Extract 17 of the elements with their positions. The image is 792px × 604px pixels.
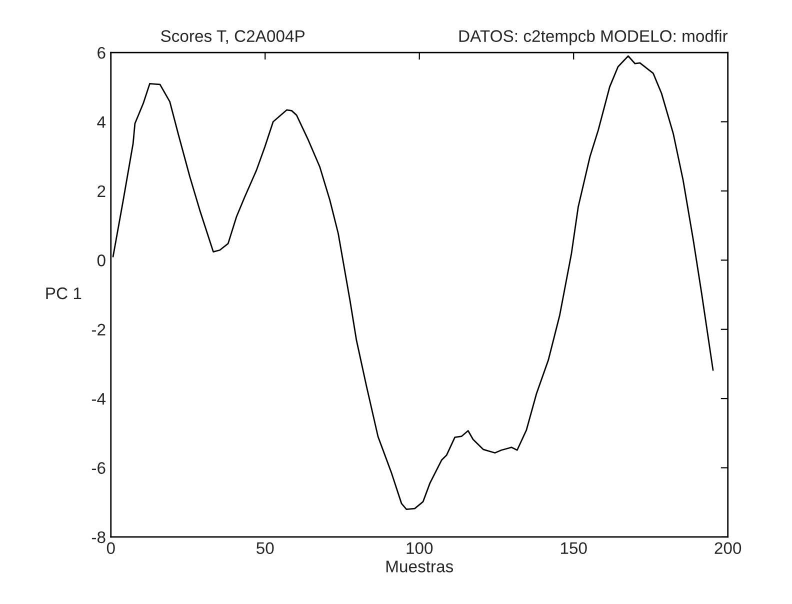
- y-axis-title: PC 1: [46, 287, 82, 300]
- y-tick-label: -8: [92, 531, 106, 544]
- x-axis-title: Muestras: [386, 560, 454, 572]
- chart-subtitle: DATOS: c2tempcb MODELO: modfir: [459, 30, 728, 46]
- y-tick-label: -4: [92, 393, 106, 405]
- y-tick-label: 6: [98, 46, 106, 59]
- x-tick-label: 200: [714, 542, 742, 554]
- x-tick-label: 50: [256, 542, 274, 554]
- x-tick-label: 100: [406, 542, 433, 554]
- x-tick-label: 0: [106, 542, 115, 554]
- y-tick-label: -2: [92, 324, 106, 336]
- y-tick-label: -6: [92, 462, 106, 474]
- y-tick-label: 0: [97, 254, 106, 266]
- y-tick-label: 4: [97, 116, 106, 128]
- x-tick-label: 150: [560, 542, 587, 554]
- y-tick-label: 2: [98, 185, 106, 197]
- chart-title: Scores T, C2A004P: [160, 30, 304, 44]
